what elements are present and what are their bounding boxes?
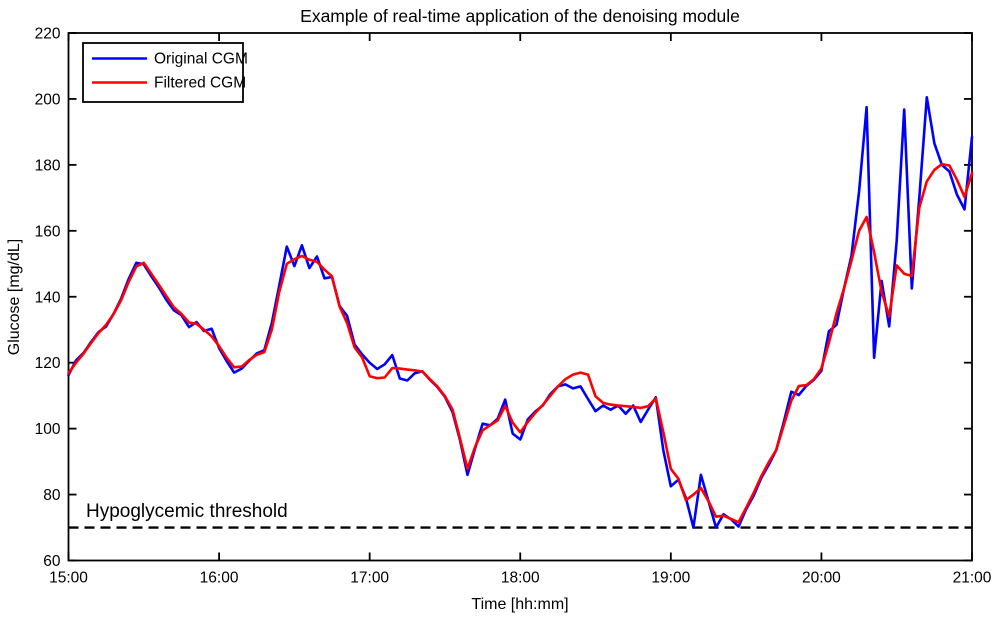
y-tick-label: 60 (43, 553, 61, 570)
series-filtered-cgm-line (67, 162, 974, 524)
y-tick-label: 100 (35, 421, 61, 438)
legend-box (82, 42, 244, 103)
x-tick-label: 21:00 (953, 570, 992, 587)
y-tick-label: 200 (35, 91, 61, 108)
threshold-annotation: Hypoglycemic threshold (86, 501, 288, 522)
x-tick-label: 19:00 (651, 570, 690, 587)
legend: Original CGM Filtered CGM (82, 42, 248, 103)
y-tick-label: 160 (35, 223, 61, 240)
plot-series-group (67, 96, 974, 529)
x-tick-label: 20:00 (802, 570, 841, 587)
chart-title: Example of real-time application of the … (300, 6, 740, 26)
y-tick-label: 180 (35, 157, 61, 174)
plot-generated-under: 15:00 16:00 17:00 18:00 19:00 20:00 21:00 60 80 1… (35, 26, 992, 587)
y-tick-label: 80 (43, 487, 61, 504)
legend-label-original-cgm: Original CGM (154, 51, 248, 68)
y-tick-label: 220 (35, 26, 61, 43)
y-axis-title: Glucose [mg/dL] (6, 239, 23, 356)
x-tick-label: 15:00 (49, 570, 88, 587)
legend-label-filtered-cgm: Filtered CGM (154, 75, 246, 92)
x-tick-label: 16:00 (200, 570, 239, 587)
x-tick-label: 18:00 (501, 570, 540, 587)
x-tick-label: 17:00 (350, 570, 389, 587)
plot-border (67, 32, 973, 562)
x-axis-title: Time [hh:mm] (471, 596, 568, 613)
y-tick-label: 140 (35, 289, 61, 306)
y-tick-label: 120 (35, 355, 61, 372)
